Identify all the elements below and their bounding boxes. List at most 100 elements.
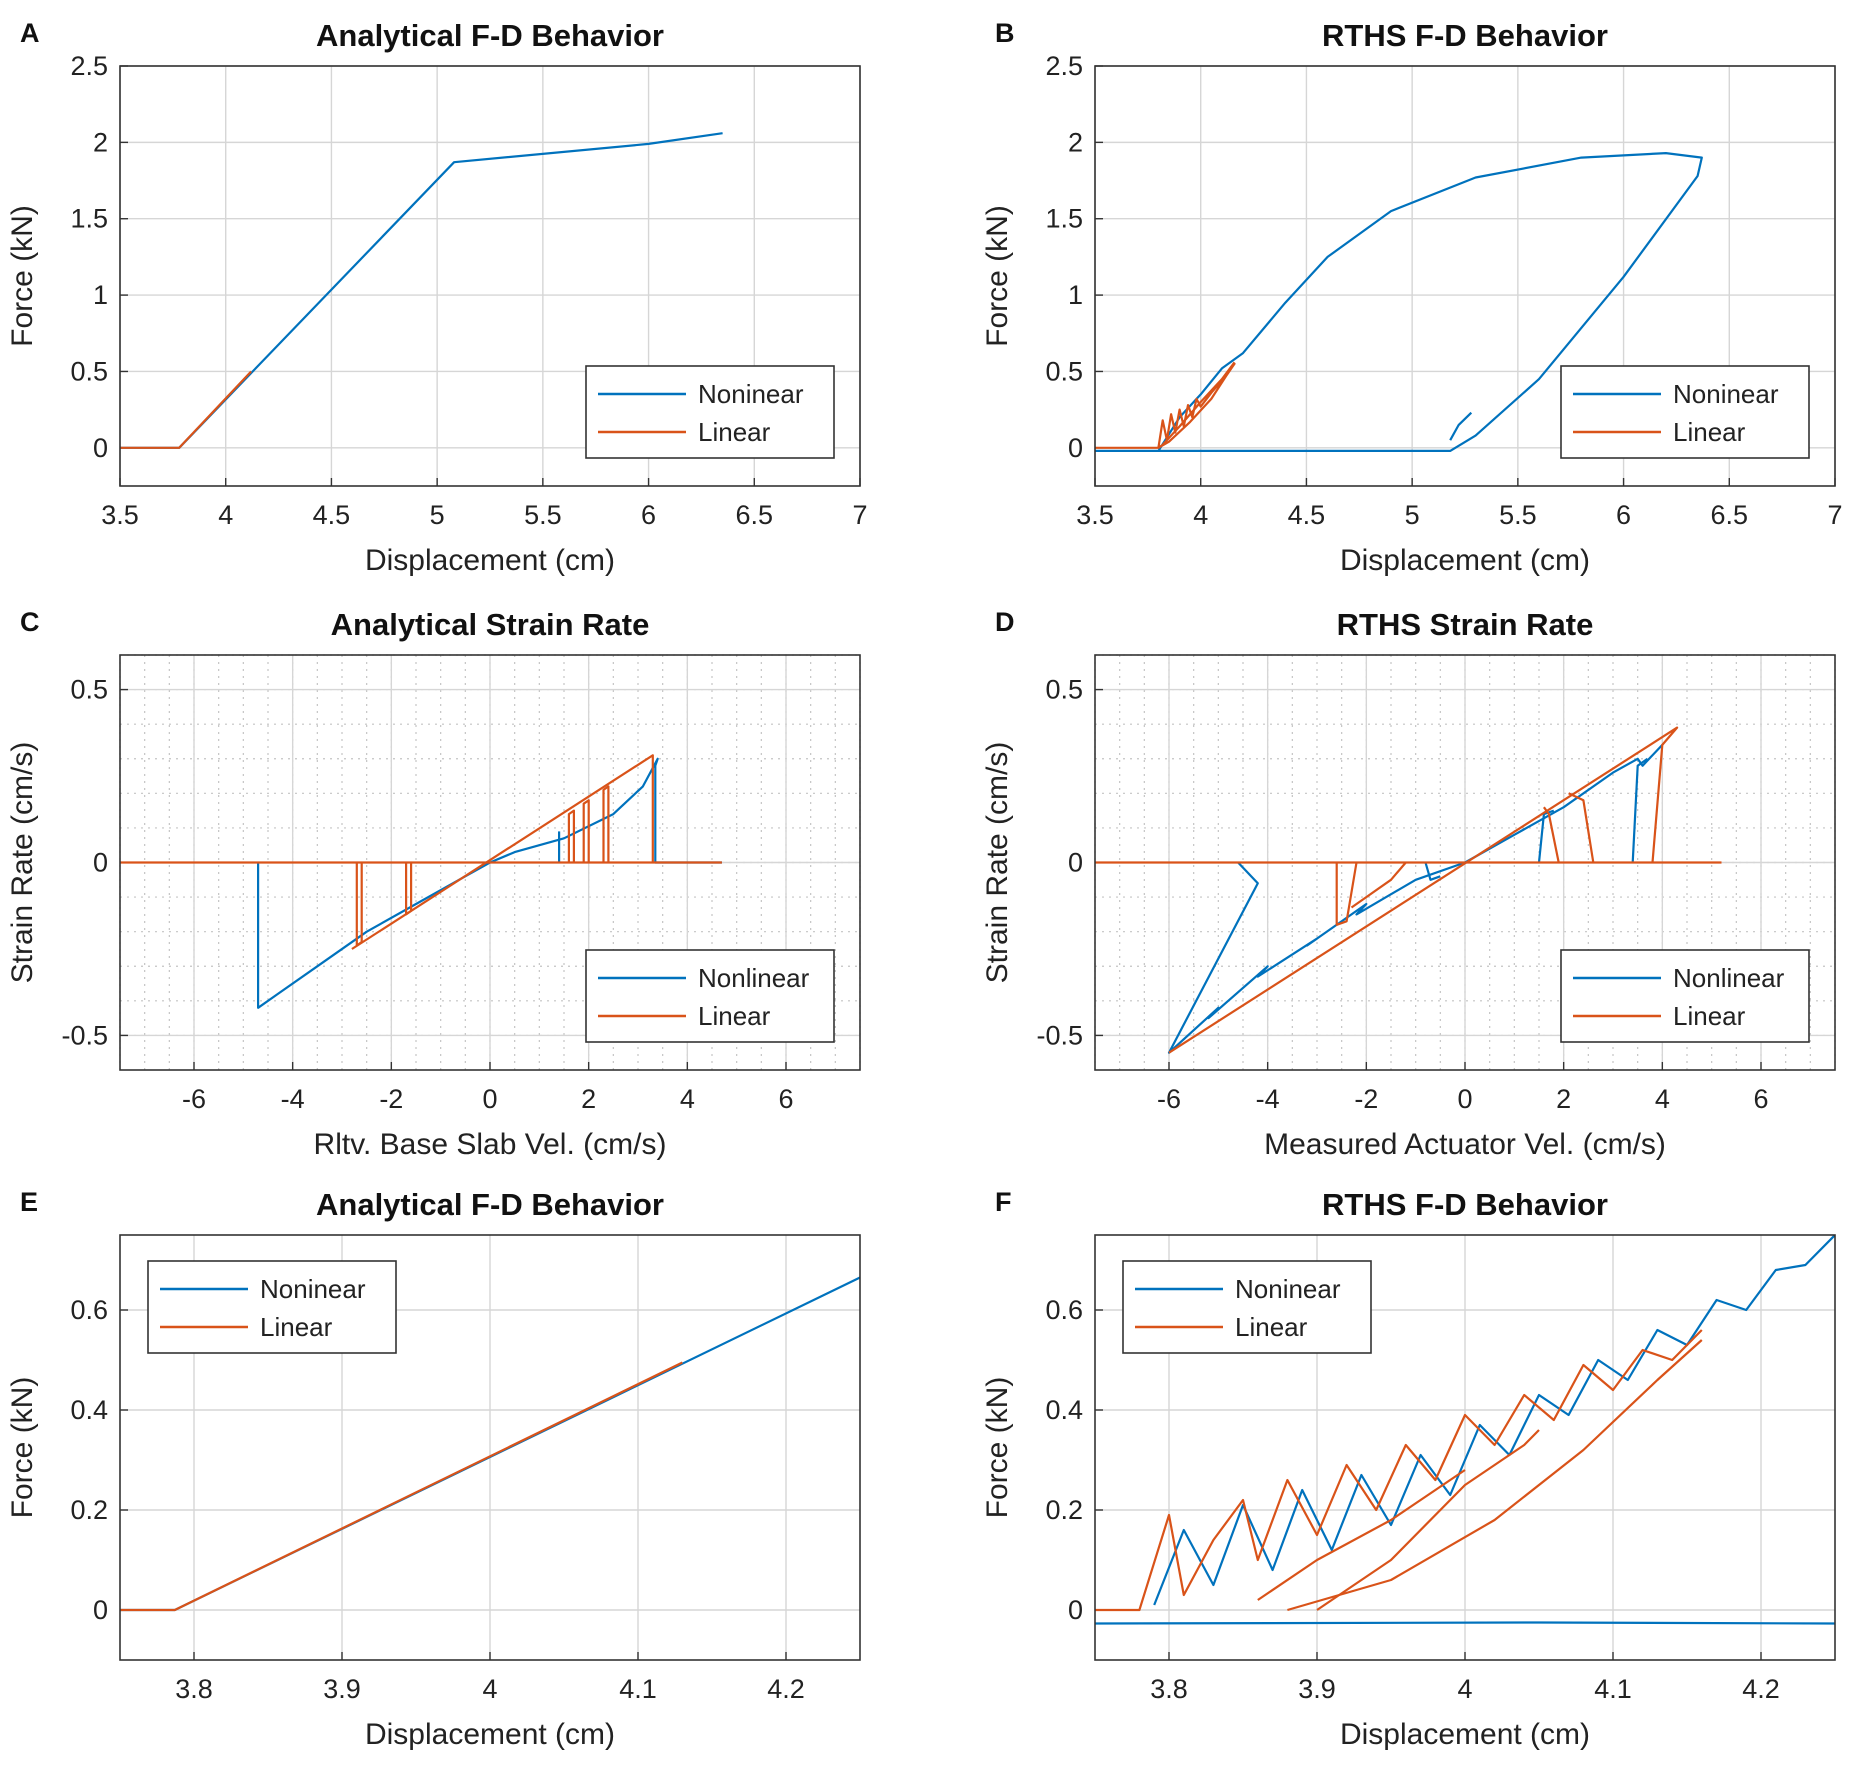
x-tick-label: 3.8 [175,1674,213,1704]
x-tick-label: 3.9 [1298,1674,1336,1704]
series-line-linear [602,785,610,863]
y-axis-label: Strain Rate (cm/s) [6,742,39,984]
y-tick-label: 0.5 [1045,356,1083,386]
legend-label-linear: Linear [1235,1312,1308,1342]
x-axis-label: Measured Actuator Vel. (cm/s) [1264,1128,1666,1161]
series-line-linear [120,1361,683,1612]
x-tick-label: -6 [1157,1084,1181,1114]
legend-box [147,1260,397,1354]
x-tick-label: 3.8 [1150,1674,1188,1704]
series-line-nonlinear [1424,862,1441,881]
x-axis-label: Displacement (cm) [365,544,615,577]
x-tick-label: 6.5 [1711,500,1749,530]
series-group [1095,726,1722,1054]
y-axis-label: Force (kN) [6,205,39,347]
series-line-linear [1168,726,1679,1054]
series-group [120,132,723,449]
y-axis-label: Force (kN) [981,1377,1014,1519]
x-tick-label: 2 [581,1084,596,1114]
series-group [1095,1235,1835,1625]
x-tick-label: 4 [1193,500,1208,530]
y-tick-label: 0.5 [70,356,108,386]
series-line-linear [1543,806,1560,863]
y-tick-label: 2.5 [1045,51,1083,81]
x-tick-label: 4.5 [1288,500,1326,530]
y-tick-label: -0.5 [61,1020,108,1050]
x-tick-label: 3.9 [323,1674,361,1704]
panel-label: B [995,18,1015,48]
legend-label-linear: Linear [1673,417,1746,447]
y-axis-label: Strain Rate (cm/s) [981,742,1014,984]
y-tick-label: 2 [93,127,108,157]
legend-label-linear: Linear [698,1001,771,1031]
y-tick-label: 0 [1068,433,1083,463]
series-line-nonlinear [1449,411,1473,441]
x-tick-label: 6 [641,500,656,530]
panel-f: 3.8 3.9 4 4.1 4.2 0 0.2 0.4 0.6 Noninear Linear RTH… [981,1187,1836,1751]
x-tick-label: 2 [1556,1084,1571,1114]
y-tick-label: 0.6 [70,1295,108,1325]
panel-b: 3.5 4 4.5 5 5.5 6 6.5 7 0 0.5 1 1.5 2 2.5 Noninear Line… [981,18,1843,577]
x-axis-label: Rltv. Base Slab Vel. (cm/s) [314,1128,667,1161]
x-tick-label: -4 [281,1084,305,1114]
panel-c: -6 -4 -2 0 2 4 6 -0.5 0 0.5 Nonlinear Linear Analyti… [6,607,861,1161]
panel-a: 3.5 4 4.5 5 5.5 6 6.5 7 0 0.5 1 1.5 2 2.5 Noninear Line… [6,18,868,577]
axes-frame [1094,654,1836,1071]
legend-label-nonlinear: Noninear [260,1274,366,1304]
x-tick-label: 6 [778,1084,793,1114]
legend-label-nonlinear: Nonlinear [1673,963,1785,993]
x-tick-label: 4.2 [1742,1674,1780,1704]
series-group [1095,152,1703,452]
x-tick-label: 4 [680,1084,695,1114]
x-tick-label: 4.2 [767,1674,805,1704]
y-tick-label: 1.5 [70,204,108,234]
legend-box [585,365,835,459]
axes-frame [1094,1234,1836,1661]
panel-label: C [20,607,40,637]
legend-label-linear: Linear [698,417,771,447]
series-line-nonlinear [1631,757,1649,863]
x-tick-label: 4.1 [1594,1674,1632,1704]
y-tick-label: 0.2 [1045,1495,1083,1525]
legend-box [585,949,835,1043]
y-tick-label: -0.5 [1036,1020,1083,1050]
legend-box [1560,365,1810,459]
x-tick-label: 7 [852,500,867,530]
x-tick-label: 7 [1827,500,1842,530]
axes-frame [1094,65,1836,487]
x-tick-label: -4 [1256,1084,1280,1114]
legend: Nonlinear Linear [585,949,835,1043]
panel-label: E [20,1187,38,1217]
x-axis-label: Displacement (cm) [1340,1718,1590,1751]
x-tick-label: 0 [482,1084,497,1114]
y-tick-label: 0 [93,433,108,463]
x-tick-label: 5.5 [524,500,562,530]
legend-box [1560,949,1810,1043]
series-group [120,754,722,1009]
y-tick-label: 0 [93,848,108,878]
series-line-linear [1350,861,1407,909]
series-line-linear [351,754,654,950]
series-line-linear [1257,1469,1466,1601]
y-tick-label: 0.2 [70,1495,108,1525]
x-tick-label: 4 [218,500,233,530]
legend: Noninear Linear [1560,365,1810,459]
series-line-linear [1095,1329,1703,1612]
y-tick-label: 0.4 [1045,1395,1083,1425]
chart-title: Analytical F-D Behavior [316,18,664,53]
series-line-nonlinear [1153,1235,1835,1606]
panel-label: D [995,607,1015,637]
axes-frame [119,65,861,487]
legend-label-nonlinear: Noninear [1235,1274,1341,1304]
legend-label-nonlinear: Nonlinear [698,963,810,993]
series-line-linear [120,370,252,449]
series-line-linear [1335,862,1358,926]
y-tick-label: 0 [93,1595,108,1625]
x-tick-label: 4.1 [619,1674,657,1704]
x-tick-label: 6 [1616,500,1631,530]
panel-e: 3.8 3.9 4 4.1 4.2 0 0.2 0.4 0.6 Noninear Linear Ana… [6,1187,861,1751]
legend-label-linear: Linear [1673,1001,1746,1031]
y-tick-label: 0 [1068,1595,1083,1625]
x-tick-label: 4.5 [313,500,351,530]
